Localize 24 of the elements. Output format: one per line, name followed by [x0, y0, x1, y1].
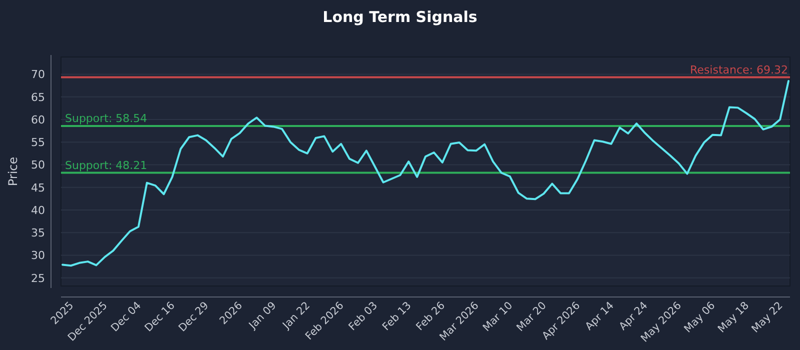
x-tick-label: Jan 09	[246, 300, 279, 332]
y-tick-label: 70	[31, 68, 45, 82]
x-tick-label: Dec 29	[176, 300, 212, 334]
x-tick-label: Mar 10	[480, 300, 516, 334]
y-tick-label: 45	[31, 181, 45, 194]
y-tick-label: 35	[31, 226, 45, 240]
y-axis-title: Price	[6, 156, 20, 186]
ref-line-label: Support: 48.21	[65, 158, 148, 172]
y-tick-label: 25	[31, 272, 45, 285]
x-tick-label: Feb 13	[380, 300, 414, 334]
x-tick-label: Feb 03	[346, 300, 380, 334]
y-tick-label: 50	[31, 158, 45, 172]
y-tick-label: 30	[31, 249, 45, 262]
x-tick-label: Dec 04	[108, 299, 144, 334]
x-tick-label: Dec 16	[142, 299, 178, 334]
line-series	[62, 80, 790, 267]
y-tick-label: 55	[31, 136, 45, 150]
y-tick-label: 40	[31, 204, 45, 217]
ref-line-label: Support: 58.54	[65, 112, 148, 126]
chart-title: Long Term Signals	[322, 8, 478, 26]
x-tick-label: Apr 14	[583, 299, 617, 333]
y-tick-label: 65	[31, 90, 45, 104]
ref-line-label: Resistance: 69.32	[690, 63, 788, 76]
y-tick-label: 60	[31, 113, 45, 126]
